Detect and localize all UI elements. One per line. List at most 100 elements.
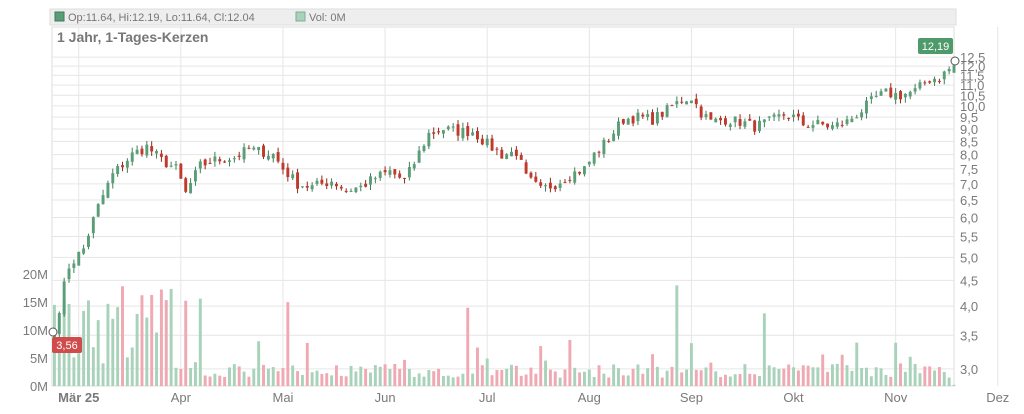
volume-bar xyxy=(339,375,343,386)
volume-bar xyxy=(724,374,727,386)
volume-bar xyxy=(694,369,698,386)
volume-bar xyxy=(894,342,898,386)
month-label: Mär 25 xyxy=(58,390,99,405)
candle xyxy=(928,80,932,84)
candle-body xyxy=(300,186,304,188)
candle xyxy=(514,146,518,160)
volume-bar xyxy=(325,373,329,386)
candle xyxy=(354,187,358,194)
volume-bar xyxy=(349,365,353,386)
volume-bar xyxy=(816,367,820,386)
volume-bar xyxy=(753,374,757,386)
volume-bar xyxy=(228,367,231,386)
candle-body xyxy=(913,88,917,92)
volume-bar xyxy=(626,375,630,386)
volume-bar xyxy=(947,377,951,386)
candle xyxy=(111,168,115,189)
volume-bar xyxy=(913,363,917,386)
volume-bar xyxy=(471,373,475,386)
candle xyxy=(456,120,460,141)
volume-bar xyxy=(787,364,791,386)
candle xyxy=(495,146,499,156)
candle xyxy=(441,129,445,139)
volume-bar xyxy=(198,298,202,386)
candle xyxy=(558,179,562,192)
candle-body xyxy=(135,149,139,154)
candle xyxy=(228,157,231,167)
price-tick-label: 10,5 xyxy=(960,88,985,103)
candle xyxy=(860,109,864,121)
volume-bar xyxy=(378,366,382,386)
month-label: Jul xyxy=(479,390,496,405)
candle-body xyxy=(928,81,932,83)
candle-body xyxy=(393,169,397,175)
volume-bar xyxy=(792,367,795,386)
candle xyxy=(612,130,616,142)
volume-bar xyxy=(130,347,134,386)
candle-body xyxy=(884,88,888,92)
volume-bar xyxy=(364,368,368,386)
volume-bar xyxy=(140,295,144,386)
candle xyxy=(325,178,329,190)
candle-body xyxy=(378,171,382,178)
volume-bar xyxy=(461,373,465,386)
candle xyxy=(208,157,212,165)
candle-body xyxy=(490,138,494,151)
candle-body xyxy=(218,159,222,162)
first-price-badge xyxy=(52,337,82,353)
price-tick-label: 7,5 xyxy=(960,162,978,177)
candle xyxy=(257,146,261,155)
candle xyxy=(330,178,334,189)
volume-bar xyxy=(845,365,849,386)
candle-body xyxy=(792,114,795,118)
candle-body xyxy=(228,160,231,162)
volume-bar xyxy=(714,371,718,386)
volume-bar xyxy=(150,294,154,386)
price-tick-label: 3,5 xyxy=(960,328,978,343)
candle xyxy=(57,311,61,338)
candle xyxy=(91,216,95,239)
volume-bar xyxy=(184,300,188,386)
candle-body xyxy=(602,139,606,155)
candle-body xyxy=(257,146,261,151)
candle xyxy=(534,171,538,183)
candle xyxy=(179,163,183,179)
last-price-marker xyxy=(950,56,960,66)
candle-body xyxy=(403,177,406,179)
candle-body xyxy=(461,127,465,139)
candle-body xyxy=(617,121,620,136)
candle xyxy=(145,140,149,158)
candle xyxy=(947,66,951,75)
candle-body xyxy=(330,181,334,186)
candle xyxy=(432,127,436,140)
candle xyxy=(184,176,188,194)
volume-bar xyxy=(485,358,489,386)
candle xyxy=(242,143,246,163)
candle-body xyxy=(159,153,163,157)
candle xyxy=(728,122,732,131)
volume-bar xyxy=(597,365,601,386)
candle xyxy=(466,122,470,141)
volume-bar xyxy=(529,367,533,386)
candle xyxy=(398,170,402,179)
candle-body xyxy=(894,92,898,100)
volume-bar xyxy=(354,371,358,386)
volume-bar xyxy=(510,364,513,386)
candle xyxy=(553,185,557,192)
candle-body xyxy=(77,251,81,266)
candle xyxy=(563,179,567,184)
candle-body xyxy=(582,166,586,175)
candle-body xyxy=(947,69,951,72)
candle-body xyxy=(694,98,698,105)
candle-body xyxy=(724,118,727,125)
candle-body xyxy=(767,116,771,118)
volume-bar xyxy=(111,318,115,386)
price-tick-label: 11,0 xyxy=(960,78,984,93)
volume-bar xyxy=(855,342,859,386)
candle-body xyxy=(237,155,241,157)
candle xyxy=(685,100,689,105)
candle xyxy=(213,151,217,167)
volume-bar xyxy=(811,367,815,386)
candle xyxy=(427,129,431,150)
volume-bar xyxy=(72,357,76,386)
